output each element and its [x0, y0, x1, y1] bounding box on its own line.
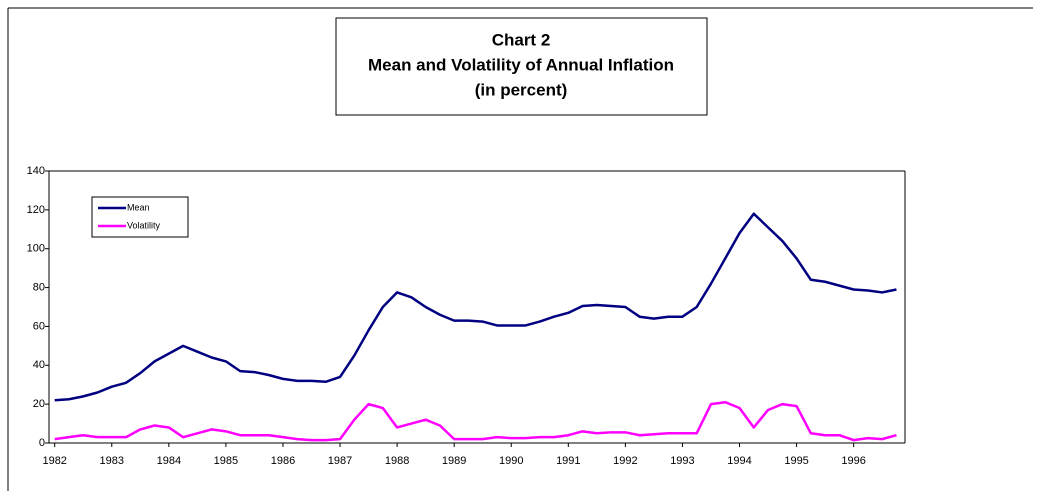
y-tick-label: 60: [33, 320, 45, 332]
x-tick-label: 1993: [670, 455, 694, 467]
y-tick-label: 140: [27, 165, 45, 177]
x-tick-label: 1988: [385, 455, 409, 467]
y-tick-label: 20: [33, 398, 45, 410]
x-tick-label: 1995: [784, 455, 808, 467]
title-line: Chart 2: [492, 30, 551, 49]
x-tick-label: 1985: [214, 455, 238, 467]
y-tick-label: 0: [39, 437, 45, 449]
x-tick-label: 1991: [556, 455, 580, 467]
legend-box: [91, 196, 189, 238]
x-tick-label: 1982: [42, 455, 66, 467]
series-line: [54, 400, 897, 442]
x-tick-label: 1994: [727, 455, 751, 467]
title-box: [335, 17, 708, 116]
y-tick-label: 100: [27, 243, 45, 255]
series-line: [54, 212, 897, 402]
x-tick-label: 1989: [442, 455, 466, 467]
title-line: (in percent): [475, 80, 568, 99]
x-tick-label: 1992: [613, 455, 637, 467]
y-tick-label: 40: [33, 359, 45, 371]
legend-label: Volatility: [127, 220, 161, 230]
x-tick-label: 1983: [100, 455, 124, 467]
x-tick-label: 1984: [157, 455, 181, 467]
x-tick-label: 1986: [271, 455, 295, 467]
x-tick-label: 1987: [328, 455, 352, 467]
y-tick-label: 120: [27, 204, 45, 216]
x-tick-label: 1990: [499, 455, 523, 467]
legend-label: Mean: [127, 202, 150, 212]
y-tick-label: 80: [33, 281, 45, 293]
title-line: Mean and Volatility of Annual Inflation: [368, 55, 674, 74]
x-tick-label: 1996: [841, 455, 865, 467]
